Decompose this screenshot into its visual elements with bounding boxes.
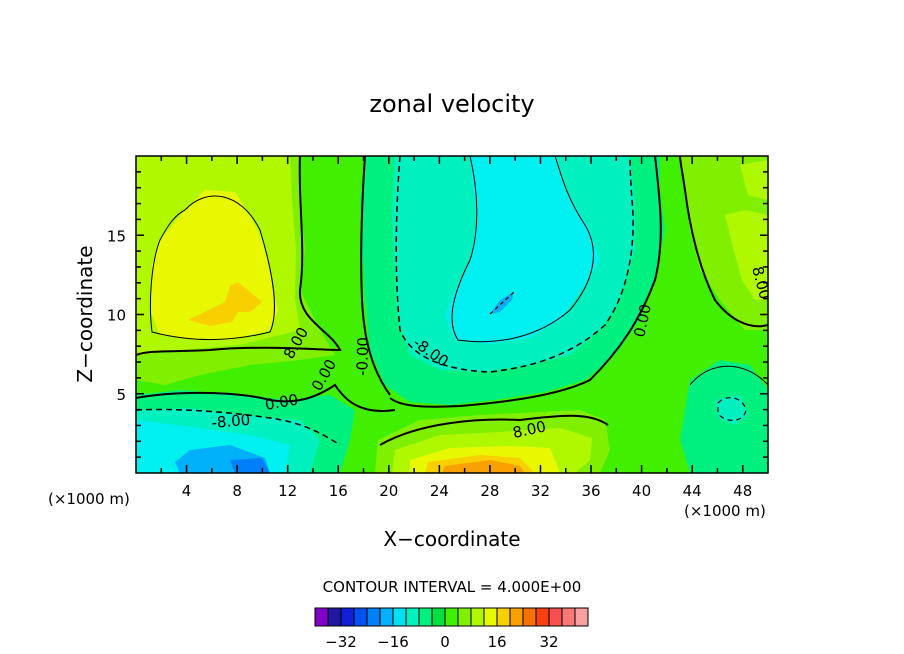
colorbar-swatch	[548, 607, 563, 627]
minus-eight-contour-center	[395, 156, 634, 373]
x-tick-label: 28	[480, 482, 499, 500]
thin-contour-upper-left	[149, 195, 275, 340]
colorbar-swatch	[561, 607, 576, 627]
x-tick-label: 44	[683, 482, 702, 500]
x-tick-label: 16	[329, 482, 348, 500]
contour-field: 8.00 0.00 -8.00 0.00 -8.00 0.00 8.00 8.0…	[136, 156, 768, 473]
thin-contour-central-core	[451, 156, 594, 343]
right-positive-region	[680, 156, 768, 330]
colorbar-swatch	[574, 607, 589, 627]
dashed-contour-lower-right	[717, 397, 747, 421]
colorbar-swatch	[379, 607, 394, 627]
x-axis-label: X−coordinate	[383, 527, 520, 551]
contour-label: -0.00	[353, 337, 372, 376]
colorbar-tick-label: 32	[539, 633, 558, 651]
x-tick-label: 12	[278, 482, 297, 500]
colorbar-swatch	[535, 607, 550, 627]
x-unit-left: (×1000 m)	[48, 490, 130, 508]
contour-interval-text: CONTOUR INTERVAL = 4.000E+00	[323, 578, 582, 596]
y-tick-labels: 5 10 15	[107, 227, 126, 404]
x-tick-label: 20	[379, 482, 398, 500]
y-tick-label: 15	[107, 227, 126, 245]
right-top-region	[740, 160, 768, 200]
colorbar-swatch	[483, 607, 498, 627]
x-unit-right: (×1000 m)	[684, 502, 766, 520]
zero-contour-left-lower	[136, 383, 396, 412]
colorbar-swatch	[405, 607, 420, 627]
x-tick-label: 40	[632, 482, 651, 500]
colorbar-swatch	[496, 607, 511, 627]
colorbar	[314, 607, 589, 627]
x-tick-labels: 4 8 12 16 20 24 28 32 36 40 44 48	[182, 482, 752, 500]
colorbar-swatch	[522, 607, 537, 627]
right-warm-region	[725, 210, 768, 300]
x-tick-label: 8	[232, 482, 242, 500]
zero-contour-center-left	[360, 156, 391, 396]
colorbar-tick-label: −32	[325, 633, 357, 651]
central-negative-core	[445, 156, 600, 344]
x-tick-label: 36	[581, 482, 600, 500]
colorbar-swatch	[366, 607, 381, 627]
minus-eight-contour-lower-left	[136, 408, 341, 446]
lower-left-min-core	[230, 458, 270, 473]
colorbar-swatch	[457, 607, 472, 627]
contour-label: 0.00	[264, 390, 300, 414]
lower-center-max	[442, 460, 525, 473]
upper-left-peak	[188, 282, 262, 326]
x-tick-label: 4	[182, 482, 192, 500]
colorbar-tick-label: 16	[487, 633, 506, 651]
contour-lines	[136, 156, 768, 446]
colorbar-swatch	[470, 607, 485, 627]
colorbar-tick-labels: −32 −16 0 16 32	[325, 633, 558, 651]
contour-label: -8.00	[211, 411, 251, 432]
zero-contour-left	[136, 156, 342, 356]
colorbar-swatch	[444, 607, 459, 627]
colorbar-swatch	[431, 607, 446, 627]
thin-contour-lower-right	[689, 365, 768, 386]
y-axis-label: Z−coordinate	[73, 245, 97, 382]
axis-ticks	[136, 156, 768, 473]
colorbar-swatch	[340, 607, 355, 627]
colorbar-swatch	[418, 607, 433, 627]
colorbar-swatch	[353, 607, 368, 627]
eight-contour-lower-center	[379, 414, 609, 446]
zero-contour-center-right	[389, 156, 662, 408]
colorbar-swatch	[314, 607, 329, 627]
y-tick-label: 10	[107, 307, 126, 325]
colorbar-tick-label: 0	[440, 633, 450, 651]
colorbar-tick-label: −16	[377, 633, 409, 651]
dashed-contour-center-min	[489, 291, 515, 315]
colorbar-swatch	[392, 607, 407, 627]
zero-contour-right	[679, 156, 768, 328]
colorbar-swatch	[327, 607, 342, 627]
colorbar-swatch	[509, 607, 524, 627]
x-tick-label: 48	[733, 482, 752, 500]
x-tick-label: 32	[531, 482, 550, 500]
x-tick-label: 24	[430, 482, 449, 500]
chart-title: zonal velocity	[369, 90, 534, 118]
y-tick-label: 5	[116, 386, 126, 404]
